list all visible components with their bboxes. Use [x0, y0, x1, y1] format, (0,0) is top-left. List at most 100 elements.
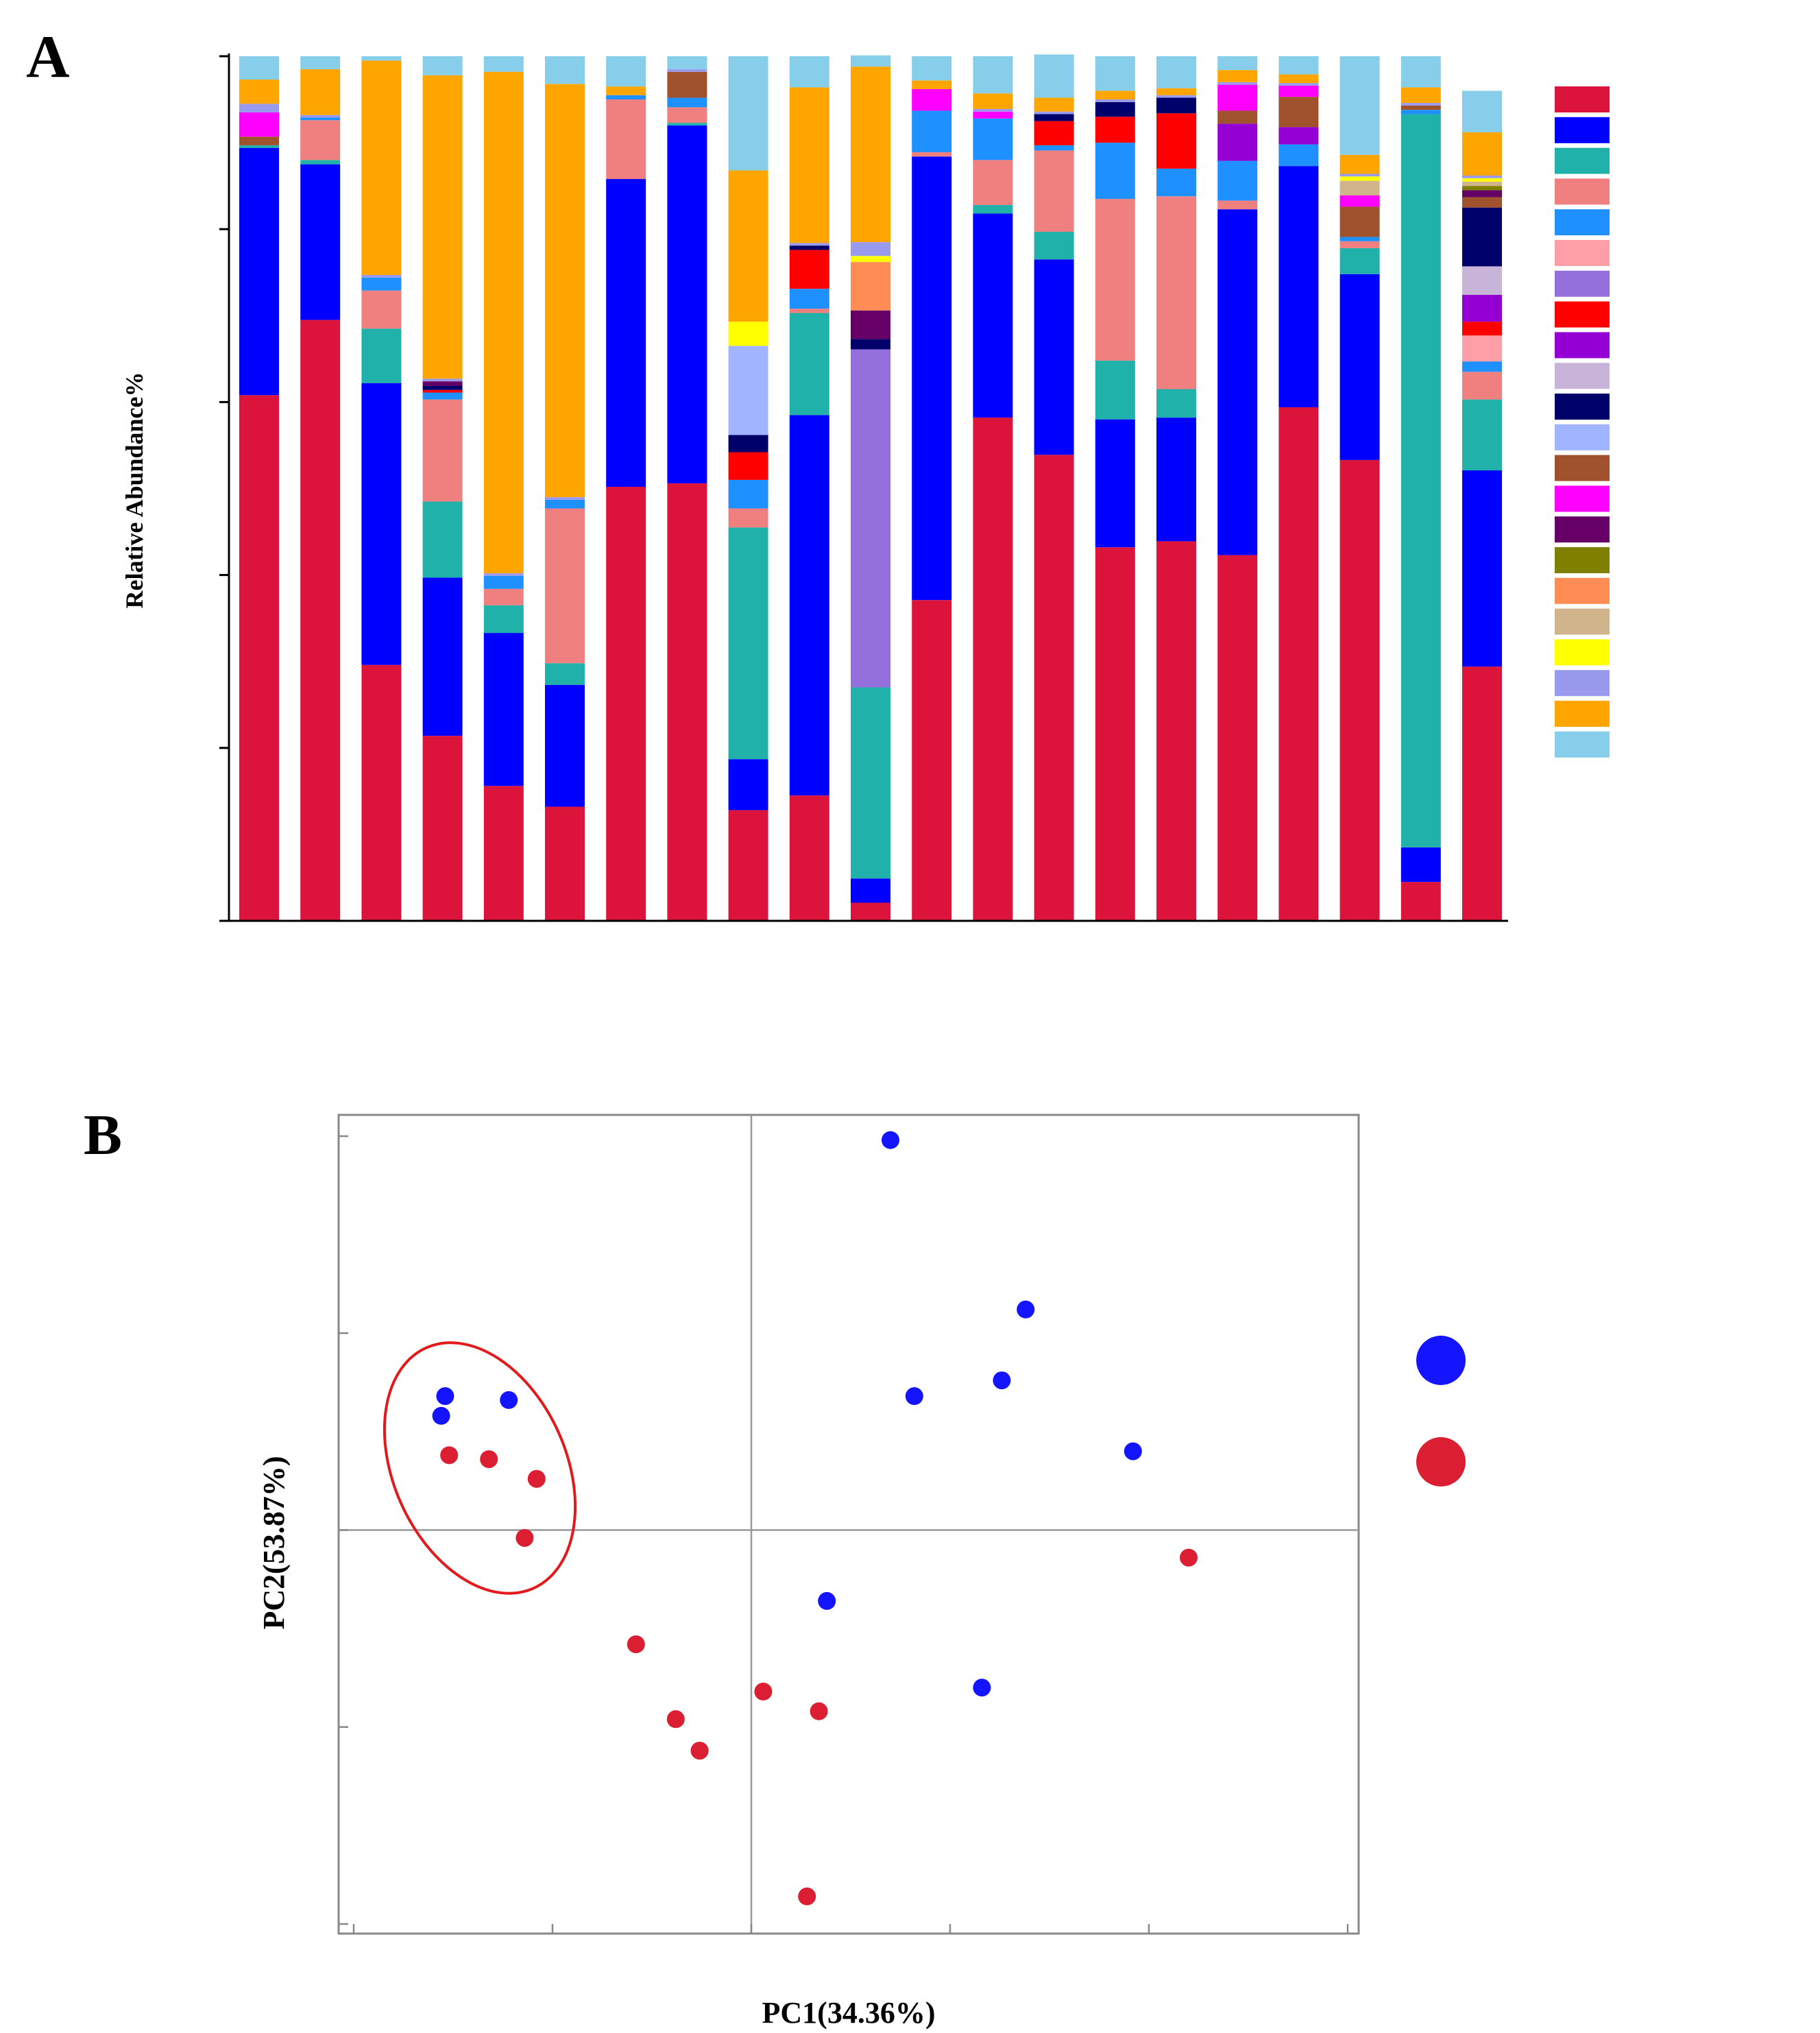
bar-segment — [1400, 882, 1441, 921]
bar-segment — [300, 164, 341, 320]
bar-segment — [1339, 173, 1380, 177]
bar-segment — [973, 108, 1013, 112]
bar-segment — [851, 902, 890, 921]
pca-point — [432, 1406, 450, 1425]
bar-segment — [789, 250, 829, 289]
bar-segment — [851, 55, 890, 67]
bar-segment — [606, 179, 646, 487]
bar-segment — [422, 56, 463, 75]
legend-swatch — [1555, 577, 1610, 604]
bar-segment — [1278, 127, 1319, 145]
legend-swatch — [1555, 86, 1610, 112]
bar-segment — [1339, 274, 1380, 460]
bar-segment — [1217, 84, 1258, 111]
bar-segment — [1217, 82, 1258, 85]
bar-segment — [1339, 154, 1380, 174]
bar-segment — [361, 328, 402, 383]
bar-segment — [1400, 110, 1441, 115]
bar-segment — [728, 322, 768, 346]
bar-segment — [1034, 259, 1074, 455]
bar-segment — [851, 310, 890, 339]
bar-segment — [1339, 237, 1380, 241]
panel-a-y-axis — [219, 53, 1508, 922]
bar-segment — [851, 256, 890, 263]
pca-point — [627, 1635, 645, 1654]
bar-segment — [361, 277, 402, 291]
bar-segment — [851, 262, 890, 311]
bar-segment — [667, 71, 707, 98]
bar-segment — [361, 60, 402, 276]
bar-segment — [728, 527, 768, 760]
bar-segment — [667, 483, 707, 921]
bar-segment — [545, 497, 585, 500]
bar-segment — [1095, 117, 1135, 143]
bar-segment — [851, 349, 890, 688]
bar-segment — [1156, 97, 1196, 114]
bar-segment — [1034, 121, 1074, 145]
bar-segment — [300, 115, 341, 118]
pca-point — [1124, 1442, 1142, 1460]
bar-segment — [1339, 206, 1380, 237]
pca-point — [500, 1391, 518, 1409]
bar-segment — [912, 600, 952, 921]
bar-segment — [1400, 103, 1441, 106]
bar-segment — [483, 588, 524, 605]
bar-segment — [851, 242, 890, 256]
legend-swatch — [1555, 731, 1610, 758]
bar-segment — [667, 56, 707, 69]
bar-segment — [1462, 322, 1502, 336]
bar-segment — [545, 806, 585, 921]
bar-segment — [1278, 97, 1319, 128]
bar-segment — [728, 435, 768, 453]
bar-segment — [789, 415, 829, 796]
bar-segment — [1034, 114, 1074, 121]
legend-swatch — [1555, 639, 1610, 666]
bar-segment — [483, 605, 524, 634]
bar-segment — [1339, 248, 1380, 274]
bar-segment — [789, 795, 829, 921]
pca-point — [754, 1683, 773, 1701]
legend-swatch — [1555, 455, 1610, 481]
bar-segment — [361, 664, 402, 921]
bar-segment — [1278, 83, 1319, 86]
bar-segment — [239, 145, 279, 148]
bar-segment — [789, 243, 829, 246]
bar-segment — [1278, 407, 1319, 921]
bar-segment — [851, 687, 890, 879]
bar-segment — [1095, 547, 1135, 921]
bar-segment — [789, 245, 829, 250]
bar-segment — [789, 87, 829, 243]
pca-point — [436, 1387, 454, 1406]
bar-segment — [1095, 56, 1135, 91]
bar-segment — [239, 395, 279, 921]
legend-swatch — [1555, 363, 1610, 389]
legend-swatch — [1555, 701, 1610, 727]
bar-segment — [1462, 91, 1502, 132]
bar-segment — [1278, 85, 1319, 97]
legend-swatch — [1555, 424, 1610, 450]
bar-segment — [483, 71, 524, 574]
pca-points — [432, 1131, 1198, 1905]
bar-segment — [1462, 190, 1502, 197]
legend-swatch — [1555, 147, 1610, 174]
bar-segment — [789, 309, 829, 313]
bar-segment — [912, 110, 952, 152]
bar-segment — [300, 120, 341, 160]
bar-segment — [361, 56, 402, 61]
bar-segment — [606, 486, 646, 921]
bar-segment — [728, 170, 768, 322]
bar-segment — [422, 389, 463, 393]
bar-segment — [483, 56, 524, 72]
pca-y-axis-title: PC2(53.87%) — [257, 1456, 291, 1630]
bar-segment — [973, 418, 1013, 921]
bar-segment — [1156, 88, 1196, 95]
bar-segment — [1156, 95, 1196, 98]
legend-swatch — [1555, 332, 1610, 359]
pca-axes — [339, 1115, 1359, 1934]
legend-swatch — [1555, 394, 1610, 420]
bar-segment — [1462, 207, 1502, 267]
bar-segment — [1339, 459, 1380, 921]
bar-segment — [1217, 160, 1258, 201]
bar-segment — [973, 93, 1013, 109]
